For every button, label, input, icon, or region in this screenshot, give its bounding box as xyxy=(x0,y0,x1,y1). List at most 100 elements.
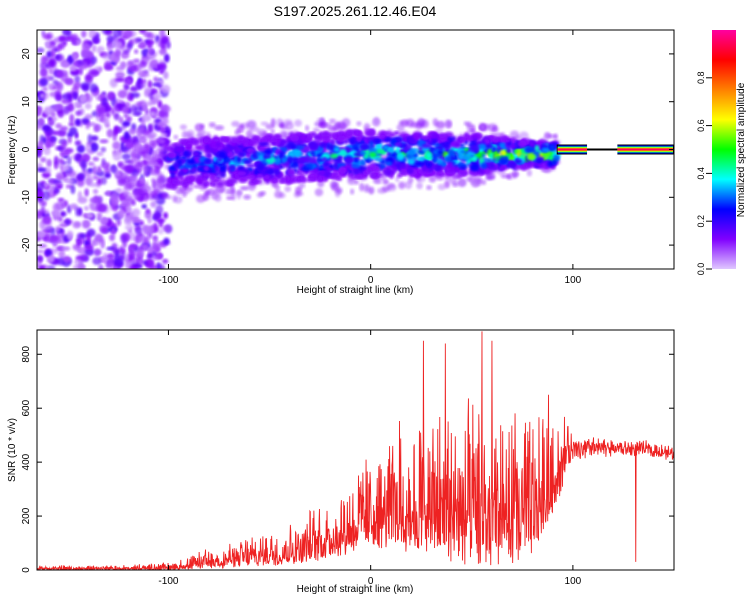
spectrogram-cell xyxy=(76,144,86,154)
spectrogram-cell xyxy=(124,164,134,174)
spectrogram-cell xyxy=(62,165,70,171)
spectrogram-cell xyxy=(353,157,360,164)
spectrogram-cell xyxy=(90,196,101,204)
spectrogram-cell xyxy=(273,133,282,140)
spectrogram-cell xyxy=(534,145,540,152)
spectrogram-cell xyxy=(335,176,342,181)
spectrogram-cell xyxy=(399,162,407,169)
spectrogram-cell xyxy=(144,258,155,268)
spectrogram-cell xyxy=(41,124,52,132)
spectrogram-cell xyxy=(123,112,129,119)
spectrogram-cell xyxy=(236,135,245,142)
spectrogram-cell xyxy=(77,191,83,199)
spectrogram-cell xyxy=(471,134,480,140)
spectrogram-cell xyxy=(44,249,52,256)
spectrogram-cell xyxy=(106,190,111,196)
spectrogram-cell xyxy=(42,92,49,100)
spectrogram-cell xyxy=(146,225,155,234)
spectrogram-cell xyxy=(480,162,488,170)
spectrogram-cell xyxy=(146,101,154,106)
spectrogram-cell xyxy=(157,252,163,260)
spectrogram-cell xyxy=(144,235,150,245)
spectrogram-cell xyxy=(318,122,324,127)
snr-y-tick-label: 800 xyxy=(21,345,32,362)
spectrogram-cell xyxy=(249,126,260,133)
spectrogram-cell xyxy=(37,230,46,238)
spectrogram-cell xyxy=(75,206,80,217)
spectrogram-cell xyxy=(349,138,355,145)
spectrogram-cell xyxy=(46,158,52,168)
snr-y-label: SNR (10 * v/v) xyxy=(7,418,18,482)
spectrogram-cell xyxy=(86,122,97,127)
spectrogram-cell xyxy=(469,144,480,153)
spectrogram-cell xyxy=(72,53,79,60)
colorbar-ticks: 0.0 0.2 0.4 0.6 0.8 xyxy=(696,72,712,275)
spectrogram-cell xyxy=(153,92,162,100)
spectrogram-cell xyxy=(163,237,170,245)
spectrogram-cell xyxy=(121,106,128,114)
spectrogram-cell xyxy=(146,253,153,260)
spectrogram-cell xyxy=(294,119,303,127)
spectrogram-cell xyxy=(106,44,113,51)
spectrogram-cell xyxy=(81,30,87,38)
spectrogram-cell xyxy=(84,188,89,197)
snr-series-line xyxy=(37,331,674,570)
colorbar-gradient xyxy=(712,30,736,269)
spectrogram-cell xyxy=(383,168,392,177)
spectrogram-cell xyxy=(54,181,64,188)
spectrogram-cell xyxy=(67,136,72,144)
spectrogram-cell xyxy=(77,246,86,255)
spectrogram-cell xyxy=(100,226,109,234)
spectrogram-cell xyxy=(331,171,338,179)
spectrogram-cell xyxy=(58,249,66,259)
spectrogram-cell xyxy=(197,129,207,138)
spectrogram-cell xyxy=(385,161,393,166)
spectrogram-cell xyxy=(113,257,124,267)
spectrogram-cell xyxy=(220,172,226,178)
spectrogram-cell xyxy=(420,164,429,173)
spectrogram-cell xyxy=(138,30,147,34)
spectrogram-cell xyxy=(163,53,170,63)
spectrogram-cell xyxy=(81,117,90,125)
spectrogram-cell xyxy=(459,165,467,170)
spectrogram-cell xyxy=(203,158,213,163)
spectrogram-cell xyxy=(310,151,315,156)
spectrogram-cell xyxy=(146,39,153,49)
spectrogram-cell xyxy=(535,158,543,164)
spectrogram-cell xyxy=(148,90,154,100)
spectrogram-cell xyxy=(175,145,184,152)
spectrogram-cell xyxy=(132,189,139,199)
spectrogram-cell xyxy=(349,188,355,195)
spectrogram-cell xyxy=(517,140,527,148)
spectrogram-cell xyxy=(435,163,442,172)
spectrogram-x-tick-label: 0 xyxy=(368,275,374,286)
spectrogram-cell xyxy=(62,255,71,263)
spectrogram-cell xyxy=(236,140,243,146)
spectrogram-cell xyxy=(92,257,102,266)
spectrogram-cell xyxy=(81,84,90,92)
spectrogram-cell xyxy=(43,225,52,231)
spectrogram-cell xyxy=(237,152,246,157)
spectrogram-cell xyxy=(258,154,265,162)
spectrogram-cell xyxy=(270,129,275,134)
spectrogram-cell xyxy=(425,152,433,159)
spectrogram-cell xyxy=(113,41,123,49)
spectrogram-cell xyxy=(435,176,444,181)
spectrogram-cell xyxy=(146,32,156,41)
spectrogram-cell xyxy=(228,160,235,167)
spectrogram-cell xyxy=(84,175,94,184)
spectrogram-cell xyxy=(42,33,52,40)
spectrogram-cell xyxy=(89,56,98,65)
spectrogram-cell xyxy=(123,131,130,140)
spectrogram-cell xyxy=(295,191,304,197)
spectrogram-cell xyxy=(304,124,310,132)
spectrogram-cell xyxy=(359,150,366,156)
spectrogram-cell xyxy=(382,145,389,150)
spectrogram-cell xyxy=(355,174,364,179)
spectrogram-cell xyxy=(117,209,126,219)
spectrogram-cell xyxy=(257,162,265,171)
spectrogram-cell xyxy=(509,130,520,139)
spectrogram-cell xyxy=(151,179,157,190)
spectrogram-cell xyxy=(157,228,164,235)
spectrogram-cell xyxy=(192,138,201,145)
